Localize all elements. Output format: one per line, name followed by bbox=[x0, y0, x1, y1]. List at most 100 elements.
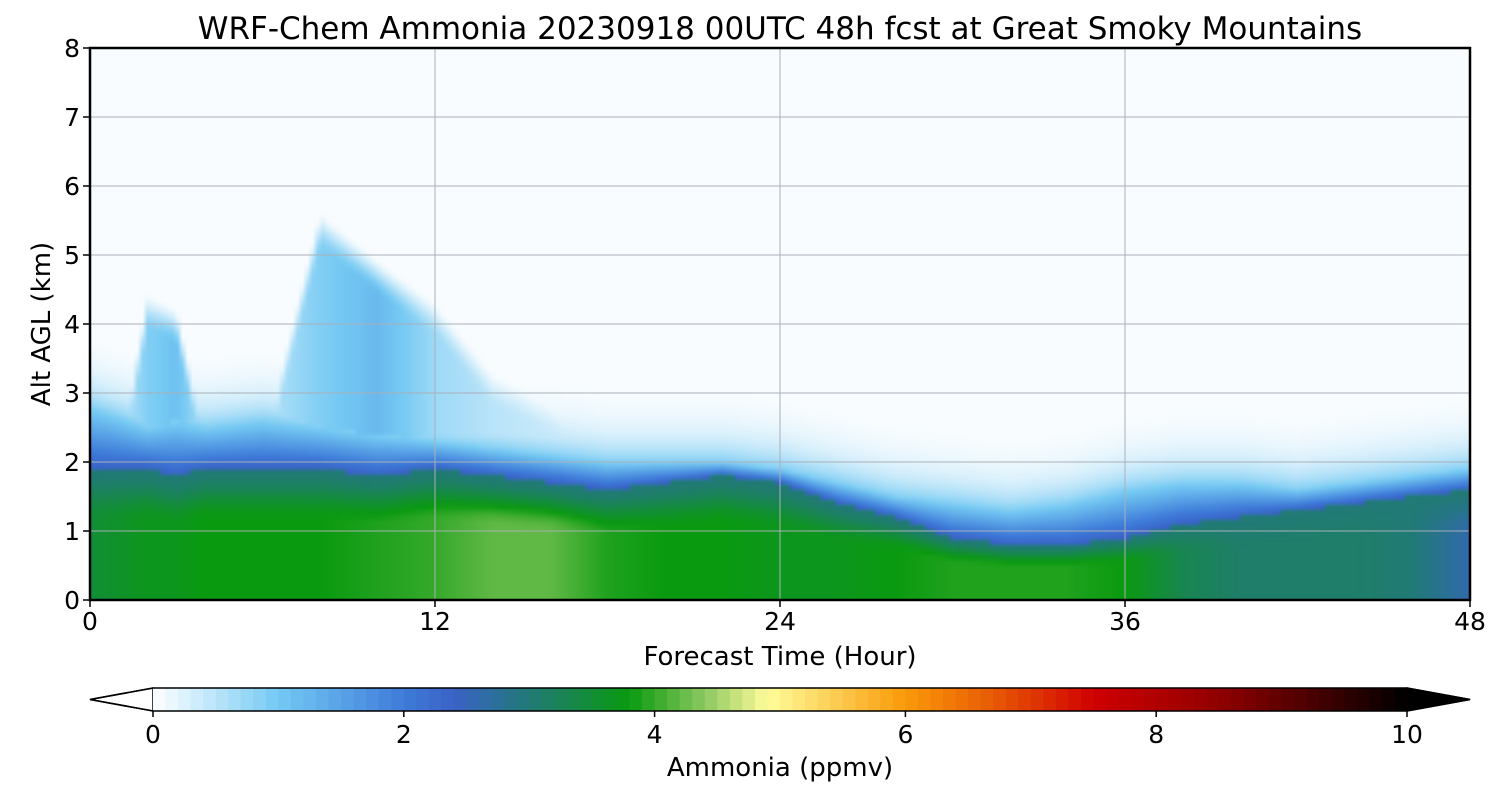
colorbar-segment bbox=[1181, 688, 1195, 711]
colorbar-segment bbox=[1269, 688, 1283, 711]
colorbar-extend-high bbox=[1406, 687, 1471, 712]
colorbar-segment bbox=[1356, 688, 1370, 711]
colorbar-segment bbox=[805, 688, 819, 711]
colorbar-segment bbox=[1143, 688, 1157, 711]
colorbar-segment bbox=[1018, 688, 1032, 711]
colorbar-segment bbox=[692, 688, 706, 711]
colorbar-segment bbox=[403, 688, 417, 711]
colorbar-segment bbox=[591, 688, 606, 711]
colorbar-segment bbox=[1306, 688, 1320, 711]
colorbar-segment bbox=[504, 688, 518, 711]
colorbar-segment bbox=[265, 688, 279, 711]
colorbar-segment bbox=[968, 688, 982, 711]
colorbar-segment bbox=[1093, 688, 1107, 711]
colorbar-segment bbox=[1319, 688, 1333, 711]
colorbar-segment bbox=[1218, 688, 1233, 711]
colorbar-segment bbox=[203, 688, 217, 711]
colorbar-tick-label: 0 bbox=[145, 720, 161, 749]
x-tick-label: 12 bbox=[419, 607, 451, 636]
colorbar-segment bbox=[704, 688, 718, 711]
x-tick-label: 36 bbox=[1109, 607, 1141, 636]
colorbar-segment bbox=[855, 688, 869, 711]
colorbar-tick-label: 8 bbox=[1148, 720, 1164, 749]
colorbar-segment bbox=[729, 688, 743, 711]
colorbar-segment bbox=[1043, 688, 1057, 711]
y-tick-label: 8 bbox=[64, 34, 80, 63]
colorbar-segment bbox=[466, 688, 480, 711]
colorbar-segment bbox=[290, 688, 305, 711]
colorbar-segment bbox=[880, 688, 894, 711]
colorbar-segment bbox=[742, 688, 756, 711]
colorbar-segment bbox=[1131, 688, 1145, 711]
x-axis-ticks: 0 12 24 36 48 bbox=[82, 600, 1486, 636]
colorbar-tick-label: 10 bbox=[1391, 720, 1423, 749]
gridlines bbox=[90, 48, 1470, 600]
colorbar-segment bbox=[366, 688, 380, 711]
y-axis-ticks: 0 1 2 3 4 5 6 7 8 bbox=[64, 34, 90, 615]
colorbar-segment bbox=[353, 688, 367, 711]
colorbar-segment bbox=[1344, 688, 1358, 711]
colorbar-segment bbox=[616, 688, 631, 711]
y-tick-label: 1 bbox=[64, 517, 80, 546]
colorbar-segment bbox=[1331, 688, 1345, 711]
colorbar-segment bbox=[993, 688, 1007, 711]
colorbar-segment bbox=[190, 688, 204, 711]
colorbar-segment bbox=[516, 688, 530, 711]
colorbar-segment bbox=[980, 688, 994, 711]
colorbar-segment bbox=[228, 688, 242, 711]
x-tick-label: 48 bbox=[1454, 607, 1486, 636]
colorbar-segment bbox=[830, 688, 844, 711]
colorbar-segment bbox=[955, 688, 969, 711]
colorbar-segment bbox=[717, 688, 731, 711]
colorbar-segment bbox=[1394, 688, 1408, 711]
colorbar-label: Ammonia (ppmv) bbox=[667, 753, 893, 783]
colorbar-segment bbox=[1030, 688, 1044, 711]
y-axis-label: Alt AGL (km) bbox=[27, 242, 57, 406]
colorbar-segment bbox=[178, 688, 192, 711]
colorbar-ticks: 0 2 4 6 8 10 bbox=[145, 711, 1423, 749]
colorbar-extend-low bbox=[89, 687, 154, 712]
colorbar-segment bbox=[905, 688, 919, 711]
colorbar-segment bbox=[1080, 688, 1095, 711]
colorbar-segment bbox=[1068, 688, 1082, 711]
colorbar-segment bbox=[817, 688, 831, 711]
colorbar-tick-label: 6 bbox=[897, 720, 913, 749]
y-tick-label: 3 bbox=[64, 379, 80, 408]
colorbar-segment bbox=[1193, 688, 1207, 711]
colorbar-segment bbox=[579, 688, 593, 711]
colorbar-tick-label: 2 bbox=[396, 720, 412, 749]
colorbar-segment bbox=[867, 688, 881, 711]
y-tick-label: 7 bbox=[64, 103, 80, 132]
colorbar-segment bbox=[441, 688, 455, 711]
colorbar-segment bbox=[1256, 688, 1270, 711]
colorbar-segment bbox=[165, 688, 179, 711]
chart-title: WRF-Chem Ammonia 20230918 00UTC 48h fcst… bbox=[198, 11, 1362, 47]
colorbar-segment bbox=[629, 688, 643, 711]
colorbar-segment bbox=[917, 688, 932, 711]
colorbar-segment bbox=[1168, 688, 1182, 711]
colorbar-segment bbox=[278, 688, 292, 711]
colorbar-segment bbox=[1281, 688, 1295, 711]
x-tick-label: 0 bbox=[82, 607, 98, 636]
colorbar-segment bbox=[754, 688, 769, 711]
x-axis-label: Forecast Time (Hour) bbox=[643, 642, 916, 672]
colorbar-segment bbox=[1005, 688, 1019, 711]
colorbar-segment bbox=[491, 688, 505, 711]
colorbar-segment bbox=[541, 688, 555, 711]
y-tick-label: 0 bbox=[64, 586, 80, 615]
colorbar-segment bbox=[1294, 688, 1308, 711]
colorbar-segment bbox=[792, 688, 806, 711]
colorbar-segment bbox=[842, 688, 856, 711]
colorbar-segment bbox=[1381, 688, 1396, 711]
colorbar-segment bbox=[378, 688, 392, 711]
colorbar-segment bbox=[554, 688, 568, 711]
colorbar-segment bbox=[767, 688, 781, 711]
colorbar-segment bbox=[341, 688, 355, 711]
colorbar-segment bbox=[667, 688, 681, 711]
colorbar-segment bbox=[1369, 688, 1383, 711]
colorbar-segment bbox=[780, 688, 794, 711]
colorbar-segment bbox=[428, 688, 443, 711]
colorbar-segment bbox=[604, 688, 618, 711]
colorbar-segment bbox=[529, 688, 543, 711]
